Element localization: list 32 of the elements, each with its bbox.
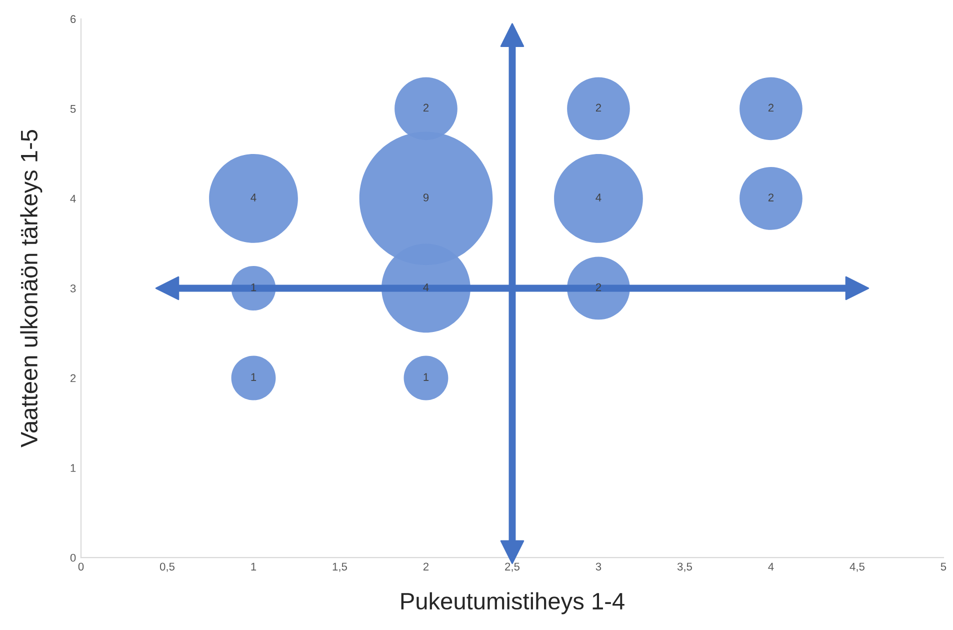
x-tick-label: 4: [768, 562, 774, 570]
y-axis-title: Vaatteen ulkonäön tärkeys 1-5: [20, 130, 42, 448]
y-tick-label: 6: [70, 15, 76, 24]
data-label: 2: [768, 194, 774, 202]
data-label: 4: [596, 194, 602, 202]
data-label: 4: [250, 194, 256, 202]
y-tick-label: 0: [70, 554, 76, 562]
data-label: 1: [251, 373, 256, 381]
x-tick-label: 2: [423, 562, 429, 570]
y-tick-label: 2: [70, 374, 76, 382]
x-tick-label: 0: [78, 562, 84, 571]
y-tick-label: 3: [70, 284, 76, 292]
y-tick-label: 4: [70, 194, 76, 202]
x-tick-label: 4,5: [850, 562, 864, 572]
x-tick-label: 3: [596, 562, 602, 571]
x-tick-label: 0,5: [160, 562, 175, 572]
data-label: 9: [423, 194, 429, 202]
data-label: 1: [424, 373, 429, 381]
x-tick-label: 5: [940, 562, 946, 571]
data-label: 1: [251, 283, 256, 292]
data-label: 2: [596, 104, 602, 112]
y-tick-label: 5: [70, 105, 76, 113]
x-tick-label: 3,5: [677, 562, 692, 572]
data-label: 4: [423, 283, 429, 292]
data-label: 2: [596, 283, 602, 292]
data-label: 2: [423, 104, 429, 112]
x-axis-title: Pukeutumistiheys 1-4: [401, 592, 624, 614]
x-tick-label: 1: [251, 562, 256, 570]
x-tick-label: 1,5: [332, 562, 347, 572]
data-label: 2: [768, 104, 774, 112]
x-tick-label: 2,5: [505, 562, 520, 572]
y-tick-label: 1: [70, 464, 76, 472]
